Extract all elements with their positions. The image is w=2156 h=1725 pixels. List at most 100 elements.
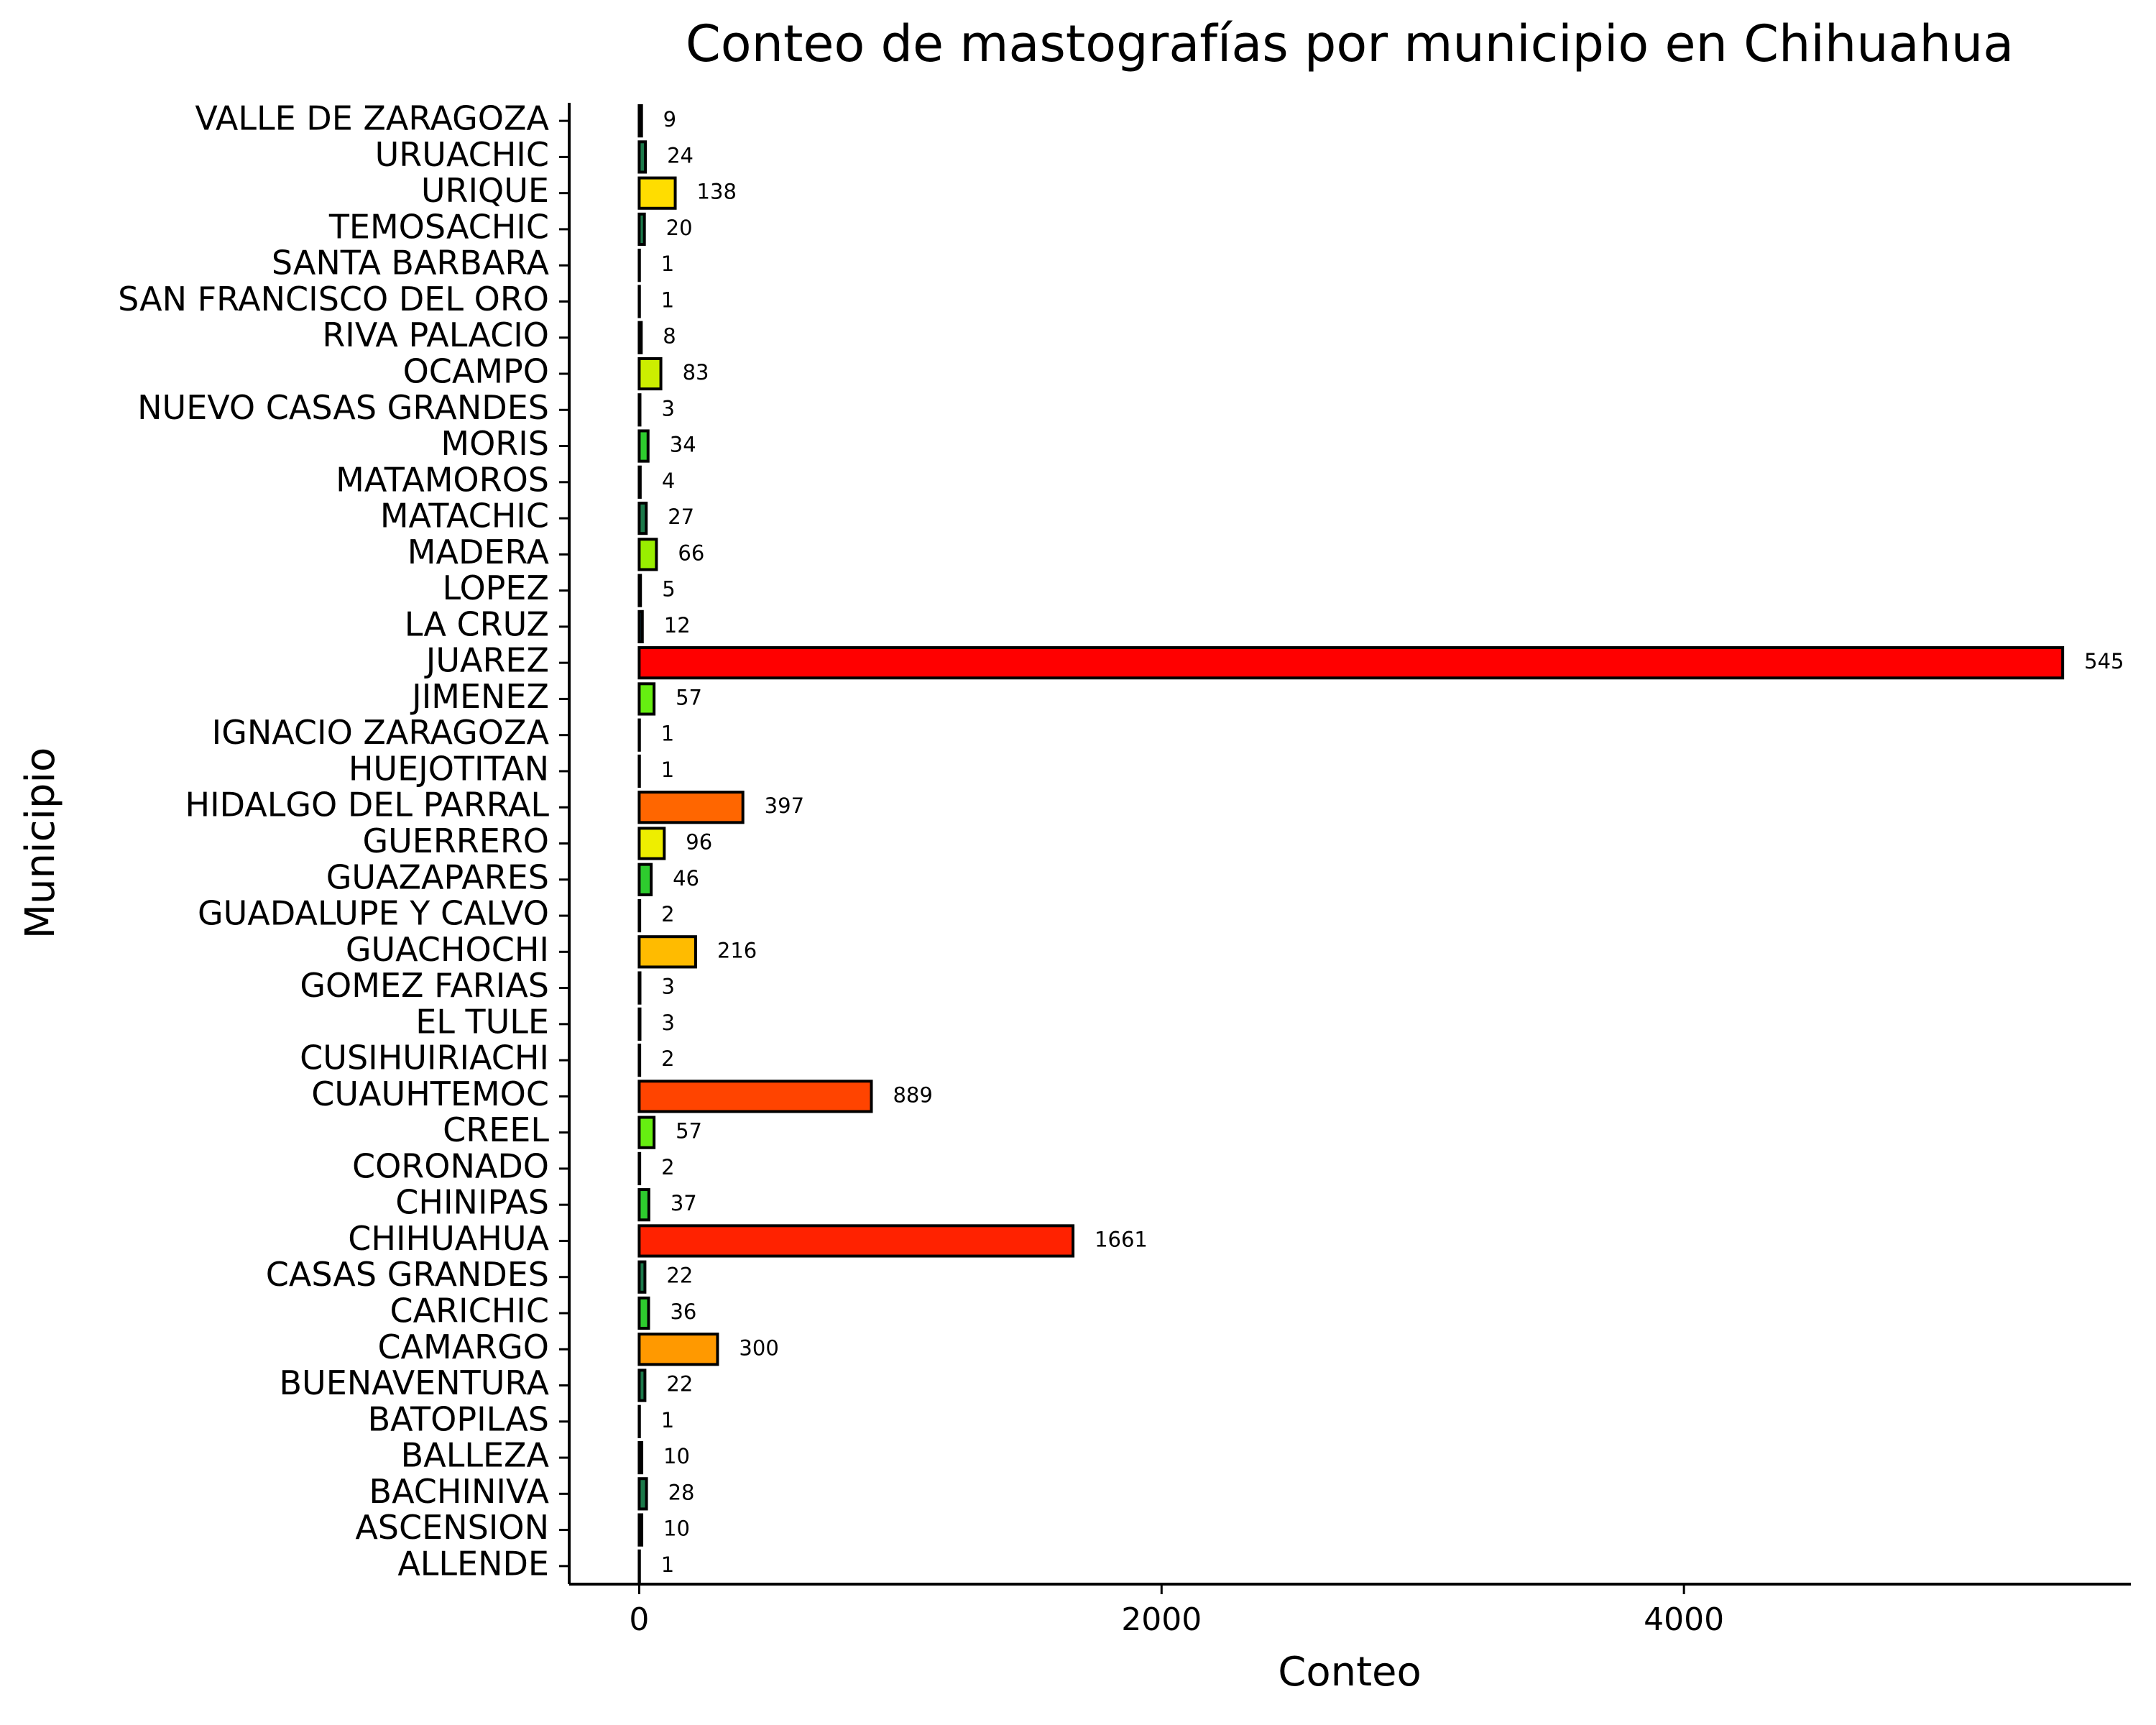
y-tick-label: URUACHIC [375,135,549,174]
value-label: 545 [2084,649,2124,673]
value-label: 36 [670,1300,696,1324]
y-tick-label: BUENAVENTURA [279,1363,549,1402]
bar [637,1368,647,1402]
value-label: 1 [661,722,674,746]
value-label: 57 [676,685,702,709]
value-label: 300 [739,1335,778,1360]
value-label: 397 [765,794,804,818]
y-tick-label: HIDALGO DEL PARRAL [185,786,550,824]
x-tick-label: 2000 [1121,1601,1202,1638]
bar [637,1333,719,1366]
bar [637,321,643,354]
value-label: 22 [666,1264,693,1288]
value-label: 1 [661,252,674,276]
bar [637,1043,642,1077]
value-label: 10 [663,1444,690,1468]
y-tick-label: GOMEZ FARIAS [300,966,549,1005]
bar [637,827,666,860]
value-label: 3 [661,1011,674,1035]
y-tick-label: IGNACIO ZARAGOZA [212,713,550,752]
value-label: 83 [683,360,709,385]
bar [637,501,648,535]
value-label: 96 [686,830,712,855]
y-tick-label: GUADALUPE Y CALVO [198,894,549,933]
value-label: 2 [661,1046,674,1071]
value-label: 8 [663,324,676,349]
y-axis-title: Municipio [17,748,64,939]
y-tick-label: VALLE DE ZARAGOZA [195,99,549,138]
y-tick-label: LA CRUZ [405,604,549,643]
y-tick-label: GUAZAPARES [326,857,549,896]
y-tick-label: CUAUHTEMOC [311,1075,549,1113]
bar [637,104,643,138]
y-tick-label: EL TULE [415,1002,549,1041]
value-label: 5 [662,577,675,602]
y-tick-label: OCAMPO [403,352,549,391]
value-label: 3 [661,975,674,999]
y-tick-label: CORONADO [352,1146,549,1185]
bar [637,574,642,607]
bar [637,465,642,499]
bar [637,1080,873,1113]
bar [637,682,656,716]
bar [637,140,648,174]
bar [637,1477,648,1511]
value-label: 66 [678,540,704,565]
bar [637,176,677,210]
value-label: 34 [670,433,696,457]
value-label: 2 [661,1155,674,1179]
y-tick-label: CARICHIC [390,1291,549,1330]
value-label: 3 [661,396,674,420]
bar [637,356,663,391]
y-tick-label: MORIS [441,424,549,463]
value-label: 1 [661,288,674,312]
y-tick-label: BATOPILAS [368,1399,549,1438]
y-tick-label: JIMENEZ [410,677,549,716]
y-tick-label: BALLEZA [401,1436,550,1475]
bar [637,646,2065,680]
value-label: 2 [661,902,674,926]
value-label: 57 [676,1119,702,1144]
y-tick-label: SANTA BARBARA [272,244,550,282]
y-tick-label: LOPEZ [442,569,549,607]
bar [637,1260,647,1294]
y-tick-label: MATAMOROS [336,460,549,499]
bar [637,1513,644,1547]
y-tick-label: SAN FRANCISCO DEL ORO [118,280,549,318]
value-label: 10 [663,1517,690,1541]
y-tick-label: CAMARGO [377,1328,549,1366]
value-label: 1 [661,758,674,782]
value-label: 1661 [1095,1227,1148,1251]
y-tick-label: ALLENDE [397,1544,549,1583]
value-label: 1 [661,1552,674,1577]
value-label: 27 [668,505,694,529]
y-tick-label: MATACHIC [380,497,549,535]
y-tick-label: ASCENSION [355,1508,549,1547]
y-tick-label: NUEVO CASAS GRANDES [137,388,549,427]
chart-title: Conteo de mastografías por municipio en … [686,14,2014,73]
y-tick-label: CUSIHUIRIACHI [300,1039,549,1077]
bar [637,212,646,247]
bar [637,538,658,571]
y-tick-label: CREEL [443,1110,549,1149]
y-tick-label: CASAS GRANDES [266,1255,549,1294]
y-tick-label: MADERA [407,533,550,571]
y-tick-label: URIQUE [421,171,549,210]
bar [637,393,642,427]
x-tick-label: 0 [629,1601,649,1638]
value-label: 138 [697,180,737,204]
value-label: 4 [662,469,675,493]
y-tick-label: CHINIPAS [395,1183,549,1222]
bar [637,935,697,969]
bar [637,862,653,896]
bar [637,1151,642,1186]
value-label: 28 [668,1480,695,1504]
y-tick-label: CHIHUAHUA [348,1219,549,1258]
value-label: 46 [673,866,699,891]
x-tick-label: 4000 [1644,1601,1724,1638]
bar [637,1296,650,1330]
y-tick-label: GUERRERO [362,822,549,860]
value-label: 22 [666,1372,693,1397]
